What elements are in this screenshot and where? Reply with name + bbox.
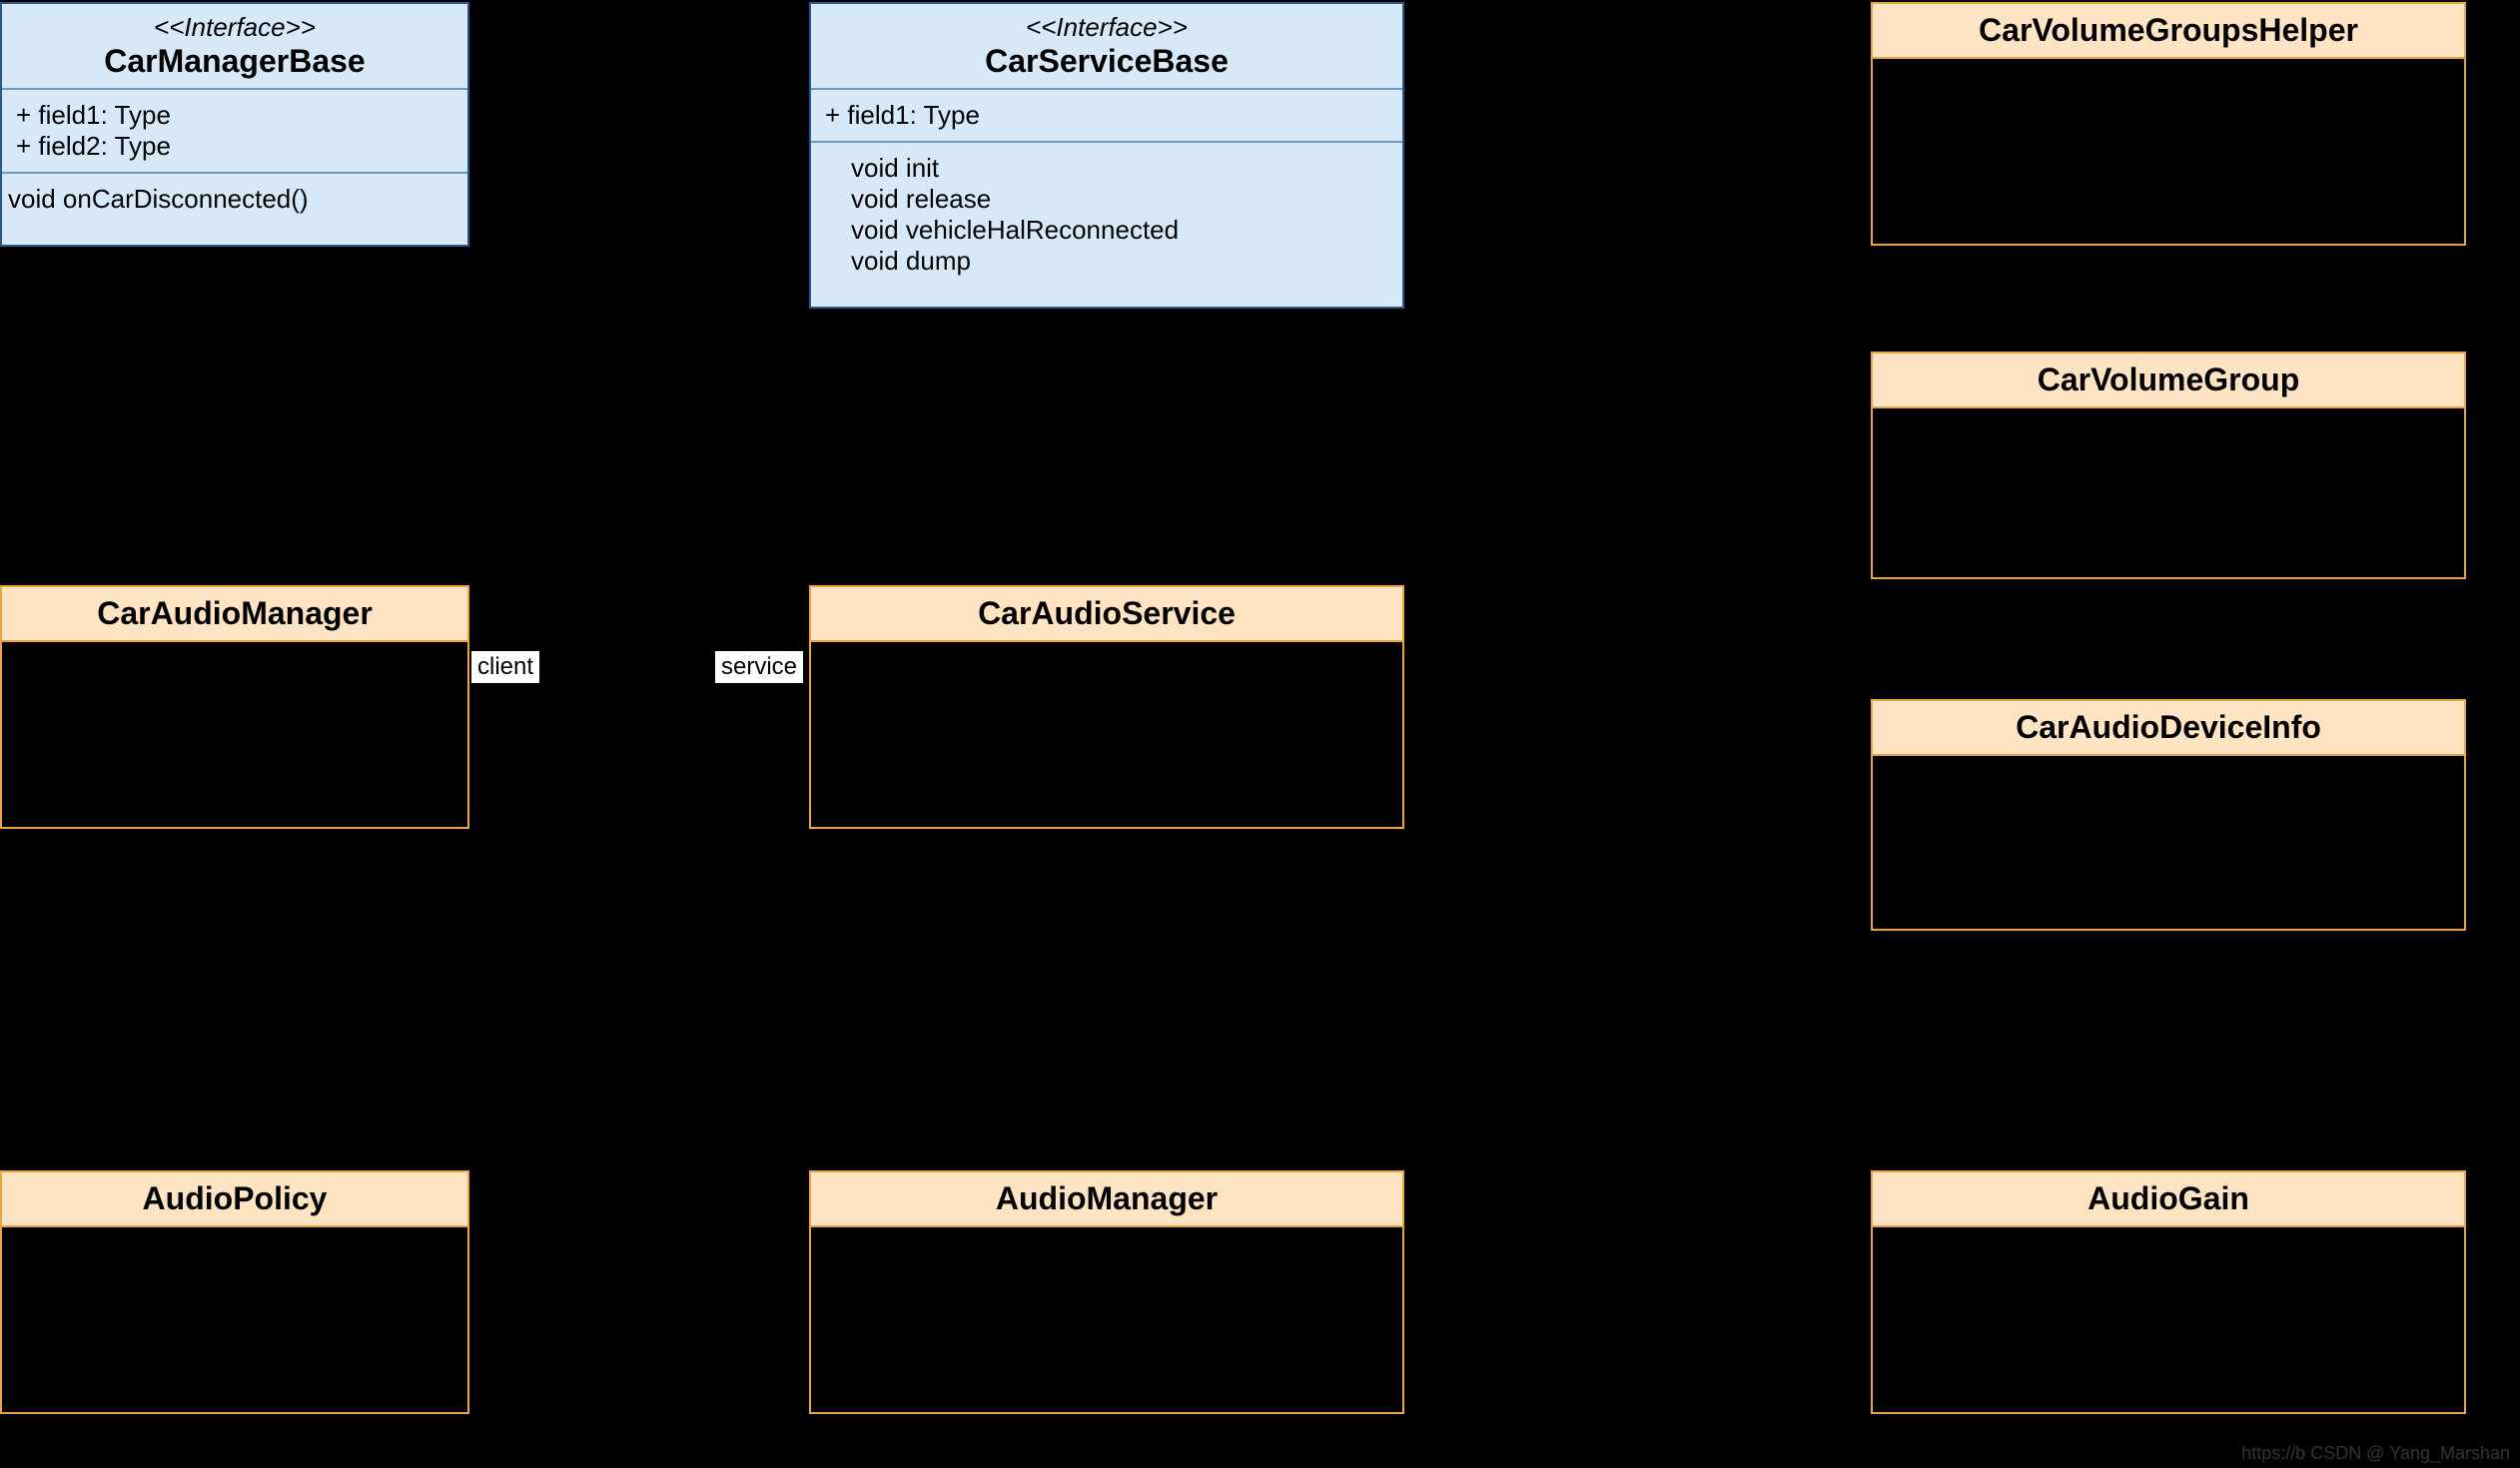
class-body [2,1227,467,1327]
class-name: CarAudioDeviceInfo [2016,709,2321,745]
method: void onCarDisconnected() [8,184,453,215]
fields-section: + field1: Type [811,90,1402,143]
method: void dump [851,246,1362,277]
method: void vehicleHalReconnected [851,215,1362,246]
class-car-audio-service: CarAudioService [809,585,1404,829]
interface-name: CarManagerBase [14,43,455,80]
interface-header: <<Interface>> CarServiceBase [811,4,1402,90]
class-body [811,1227,1402,1327]
class-body [2,642,467,742]
class-car-volume-group: CarVolumeGroup [1871,352,2466,579]
class-header: AudioGain [1873,1172,2464,1227]
class-header: CarVolumeGroupsHelper [1873,4,2464,59]
class-header: CarVolumeGroup [1873,354,2464,408]
class-audio-policy: AudioPolicy [0,1170,469,1414]
field: + field2: Type [16,131,453,162]
class-car-volume-groups-helper: CarVolumeGroupsHelper [1871,2,2466,246]
stereotype: <<Interface>> [14,12,455,43]
edge-label-service: service [715,651,803,683]
field: + field1: Type [825,100,1388,131]
class-audio-manager: AudioManager [809,1170,1404,1414]
stereotype: <<Interface>> [823,12,1390,43]
class-header: CarAudioManager [2,587,467,642]
class-body [1873,59,2464,159]
watermark: https://b CSDN @ Yang_Marshan [2241,1443,2510,1464]
class-name: CarAudioManager [97,595,373,631]
interface-header: <<Interface>> CarManagerBase [2,4,467,90]
class-header: AudioManager [811,1172,1402,1227]
class-body [1873,756,2464,856]
class-header: AudioPolicy [2,1172,467,1227]
edge-label-client: client [471,651,539,683]
class-name: AudioPolicy [143,1180,328,1216]
class-header: CarAudioService [811,587,1402,642]
class-car-audio-manager: CarAudioManager [0,585,469,829]
class-body [1873,1227,2464,1327]
class-name: CarAudioService [978,595,1236,631]
class-name: AudioGain [2088,1180,2249,1216]
field: + field1: Type [16,100,453,131]
class-name: CarVolumeGroupsHelper [1979,12,2358,48]
interface-car-service-base: <<Interface>> CarServiceBase + field1: T… [809,2,1404,309]
class-name: AudioManager [996,1180,1218,1216]
class-name: CarVolumeGroup [2038,362,2300,397]
method: void release [851,184,1362,215]
class-audio-gain: AudioGain [1871,1170,2466,1414]
methods-section: void onCarDisconnected() [2,174,467,245]
interface-name: CarServiceBase [823,43,1390,80]
methods-section: void init void release void vehicleHalRe… [811,143,1402,307]
interface-car-manager-base: <<Interface>> CarManagerBase + field1: T… [0,2,469,247]
class-car-audio-device-info: CarAudioDeviceInfo [1871,699,2466,931]
class-body [811,642,1402,742]
class-header: CarAudioDeviceInfo [1873,701,2464,756]
class-body [1873,408,2464,508]
method: void init [851,153,1362,184]
fields-section: + field1: Type + field2: Type [2,90,467,174]
